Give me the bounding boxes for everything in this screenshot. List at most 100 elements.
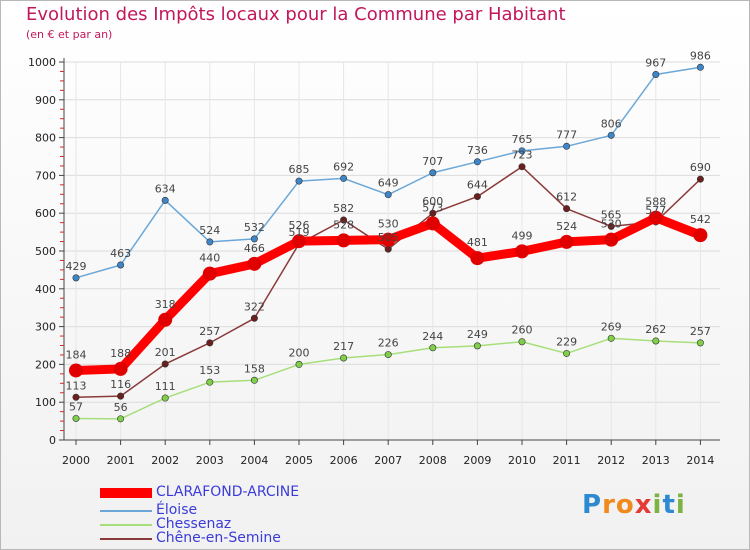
series-chessenaz [72, 334, 704, 423]
data-label: 318 [155, 298, 176, 311]
x-tick-label: 2009 [463, 454, 491, 467]
legend-label: Chêne-en-Semine [156, 530, 281, 546]
data-point [206, 378, 214, 386]
data-label: 736 [467, 144, 488, 157]
data-label: 499 [512, 229, 533, 242]
data-point [250, 376, 258, 384]
x-tick-label: 2006 [330, 454, 358, 467]
x-tick-label: 2011 [553, 454, 581, 467]
data-point [648, 210, 663, 225]
data-label: 322 [244, 300, 265, 313]
data-point [161, 196, 169, 204]
data-label: 244 [422, 330, 443, 343]
data-label: 226 [378, 337, 399, 350]
data-label: 262 [645, 323, 666, 336]
data-point [563, 349, 571, 357]
data-point [250, 235, 258, 243]
data-point [693, 228, 708, 243]
x-tick-label: 2012 [597, 454, 625, 467]
data-point [247, 256, 262, 271]
proxiti-logo: Proxiti [582, 490, 686, 520]
data-label: 573 [422, 201, 443, 214]
data-point [607, 131, 615, 139]
legend-label: CLARAFOND-ARCINE [156, 484, 300, 500]
data-point [425, 216, 440, 231]
data-label: 986 [690, 49, 711, 62]
data-point [604, 232, 619, 247]
legend-swatch [100, 524, 152, 526]
y-tick-label: 0 [49, 434, 56, 447]
y-tick-label: 600 [35, 207, 56, 220]
data-label: 269 [601, 320, 622, 333]
data-point [652, 337, 660, 345]
data-label: 249 [467, 328, 488, 341]
data-label: 530 [601, 218, 622, 231]
data-label: 505 [378, 231, 399, 244]
x-tick-label: 2003 [196, 454, 224, 467]
legend-label: Éloise [156, 502, 198, 518]
series--loise [72, 63, 704, 282]
y-tick-label: 900 [35, 94, 56, 107]
data-point [206, 339, 214, 347]
data-point [696, 339, 704, 347]
data-label: 257 [199, 325, 220, 338]
data-label: 685 [289, 163, 310, 176]
data-point [563, 205, 571, 213]
data-label: 577 [645, 204, 666, 217]
data-label: 116 [110, 378, 131, 391]
data-label: 967 [645, 56, 666, 69]
data-point [473, 342, 481, 350]
data-point [340, 174, 348, 182]
data-point [429, 209, 437, 217]
x-tick-label: 2004 [240, 454, 268, 467]
data-point [295, 177, 303, 185]
data-point [384, 351, 392, 359]
data-label: 260 [512, 324, 533, 337]
data-label: 765 [512, 133, 533, 146]
y-tick-label: 800 [35, 132, 56, 145]
legend-swatch [100, 538, 152, 540]
data-label: 600 [422, 195, 443, 208]
chart-subtitle: (en € et par an) [26, 28, 113, 41]
data-point [69, 363, 83, 378]
data-point [158, 312, 173, 327]
labels--loise: 429 463 634 524 532 685 692 649 707 736 765 777 806 9… [66, 49, 711, 273]
data-label: 158 [244, 362, 265, 375]
data-label: 466 [244, 242, 265, 255]
x-tick-label: 2007 [374, 454, 402, 467]
y-tick-label: 200 [35, 358, 56, 371]
data-label: 806 [601, 117, 622, 130]
data-point [161, 360, 169, 368]
data-point [518, 147, 526, 155]
data-label: 153 [199, 364, 220, 377]
x-tick-label: 2000 [62, 454, 90, 467]
data-label: 463 [110, 247, 131, 260]
data-label: 707 [422, 155, 443, 168]
data-point [515, 244, 529, 259]
data-point [161, 394, 169, 402]
data-point [117, 415, 125, 423]
data-label: 690 [690, 161, 711, 174]
data-label: 257 [690, 325, 711, 338]
data-label: 188 [110, 347, 131, 360]
series-clarafond-arcine [69, 210, 708, 378]
data-label: 57 [69, 400, 83, 413]
data-point [72, 414, 80, 422]
legend-swatch [100, 510, 152, 512]
data-label: 612 [556, 191, 577, 204]
data-point [202, 266, 217, 281]
y-tick-label: 700 [35, 169, 56, 182]
x-tick-label: 2002 [151, 454, 179, 467]
data-label: 524 [199, 224, 220, 237]
y-tick-label: 1000 [28, 56, 56, 69]
data-point [72, 393, 80, 401]
data-label: 644 [467, 179, 488, 192]
data-point [117, 261, 125, 269]
x-tick-label: 2001 [107, 454, 135, 467]
data-label: 582 [333, 202, 354, 215]
legend-label: Chessenaz [156, 516, 232, 532]
legend-swatch [100, 488, 152, 498]
data-point [336, 233, 351, 248]
